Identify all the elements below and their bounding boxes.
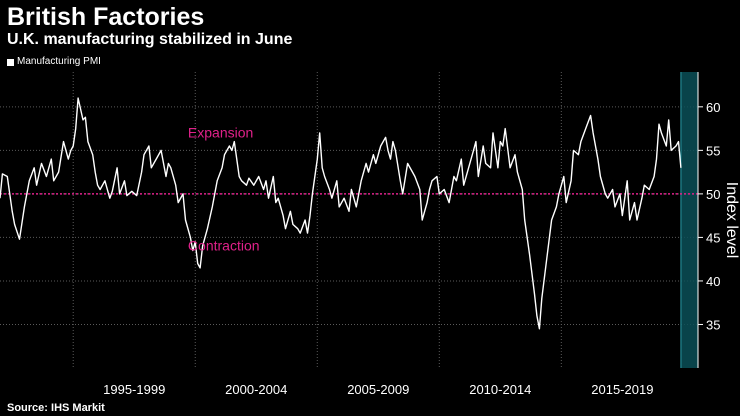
series-line-manufacturing-pmi	[0, 97, 682, 330]
y-tick-label: 35	[706, 317, 720, 332]
highlight-band	[680, 72, 698, 368]
y-tick-label: 60	[706, 100, 720, 115]
y-tick-label: 50	[706, 187, 720, 202]
source-note: Source: IHS Markit	[7, 402, 105, 414]
x-period-label: 2010-2014	[469, 382, 531, 397]
legend-label: Manufacturing PMI	[17, 56, 101, 67]
chart-subtitle: U.K. manufacturing stabilized in June	[7, 31, 293, 48]
x-period-label: 1995-1999	[103, 382, 165, 397]
chart-title: British Factories	[7, 3, 205, 31]
y-tick-label: 45	[706, 230, 720, 245]
y-tick-label: 40	[706, 274, 720, 289]
legend-swatch	[7, 58, 14, 66]
annotation-expansion: Expansion	[188, 124, 253, 140]
x-period-label: 2005-2009	[347, 382, 409, 397]
x-period-label: 2000-2004	[225, 382, 287, 397]
x-period-label: 2015-2019	[591, 382, 653, 397]
y-axis-label: Index level	[723, 182, 740, 259]
annotation-contraction: Contraction	[188, 237, 260, 253]
legend: Manufacturing PMI	[7, 56, 101, 68]
y-tick-label: 55	[706, 143, 720, 158]
